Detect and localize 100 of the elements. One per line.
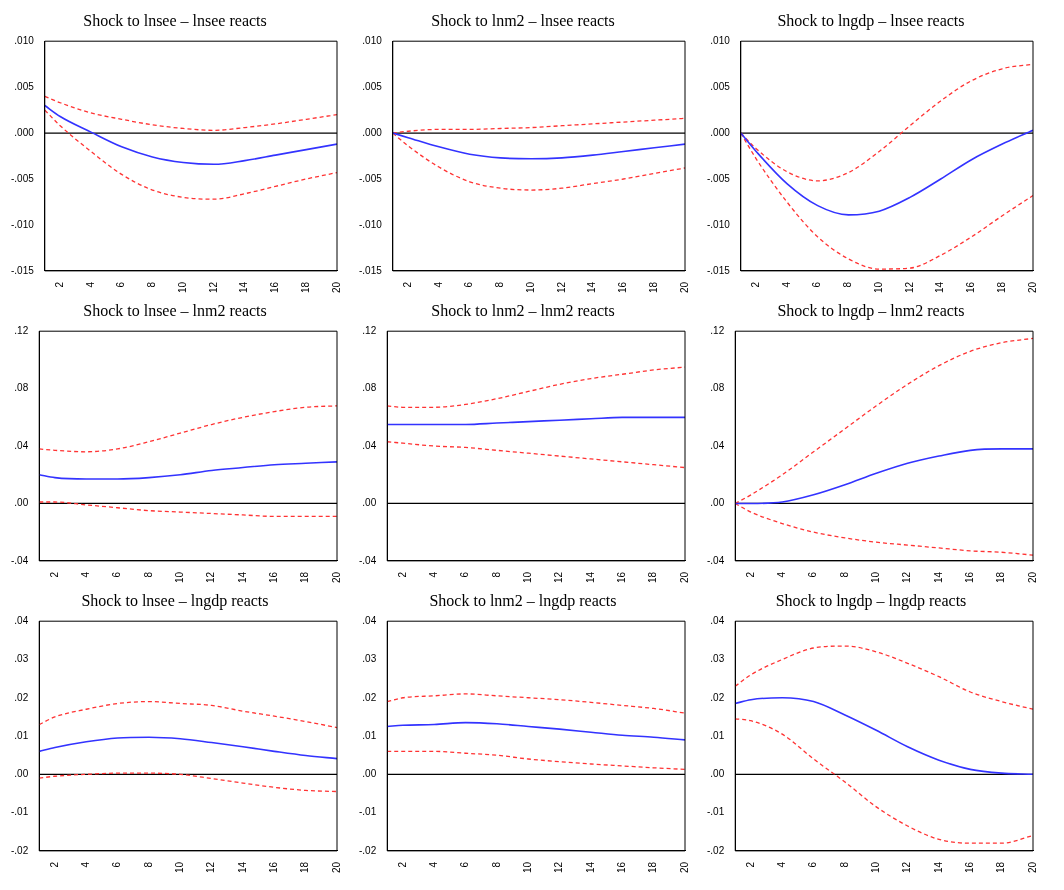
x-tick-label: 16 — [269, 281, 281, 293]
chart-title: Shock to lnm2 – lngdp reacts — [429, 591, 617, 610]
y-tick-label: .01 — [362, 729, 377, 741]
y-tick-label: -.02 — [359, 844, 377, 856]
y-tick-label: .005 — [14, 80, 35, 92]
x-tick-label: 20 — [330, 571, 342, 583]
chart-title: Shock to lngdp – lngdp reacts — [775, 591, 967, 610]
line-series — [740, 129, 1033, 216]
y-tick-label: .04 — [14, 439, 29, 451]
x-tick-label: 20 — [1026, 571, 1038, 583]
x-tick-label: 20 — [1026, 861, 1038, 873]
x-tick-label: 2 — [48, 861, 60, 868]
x-tick-label: 18 — [299, 571, 311, 583]
x-tick-label: 16 — [617, 281, 629, 293]
y-tick-label: .03 — [710, 653, 725, 665]
x-tick-label: 16 — [964, 861, 976, 873]
x-tick-label: 4 — [428, 861, 439, 868]
x-tick-label: 8 — [490, 571, 502, 578]
line-series — [44, 95, 337, 131]
x-tick-label: 12 — [901, 571, 913, 583]
x-tick-label: 12 — [553, 861, 565, 873]
x-tick-label: 12 — [205, 571, 217, 583]
y-tick-label: -.04 — [11, 554, 29, 566]
y-tick-label: .00 — [710, 768, 725, 780]
x-tick-label: 20 — [330, 281, 342, 293]
x-tick-label: 10 — [176, 281, 188, 293]
y-tick-label: .01 — [710, 729, 725, 741]
x-tick-label: 10 — [872, 281, 884, 293]
x-tick-label: 12 — [903, 281, 915, 293]
line-series — [735, 448, 1033, 505]
x-tick-label: 14 — [236, 571, 248, 583]
y-tick-label: .000 — [362, 126, 383, 138]
line-series — [39, 461, 337, 480]
line-series — [735, 718, 1033, 844]
x-tick-label: 12 — [207, 281, 219, 293]
x-tick-label: 18 — [995, 861, 1007, 873]
x-tick-label: 2 — [744, 571, 756, 578]
x-tick-label: 2 — [396, 571, 408, 578]
x-tick-label: 6 — [807, 571, 819, 578]
y-tick-label: .12 — [14, 324, 29, 336]
x-tick-label: 18 — [995, 281, 1007, 293]
y-tick-label: .02 — [362, 691, 377, 703]
line-series — [39, 772, 337, 793]
x-tick-label: 16 — [964, 571, 976, 583]
x-tick-label: 4 — [80, 861, 91, 868]
x-tick-label: 12 — [901, 861, 913, 873]
y-tick-label: .00 — [14, 497, 29, 509]
x-tick-label: 14 — [586, 281, 598, 293]
y-tick-label: .00 — [710, 497, 725, 509]
x-tick-label: 2 — [396, 861, 408, 868]
chart-title: Shock to lnm2 – lnm2 reacts — [431, 301, 615, 319]
line-series — [39, 700, 337, 729]
y-tick-label: -.010 — [359, 218, 383, 230]
x-tick-label: 10 — [870, 861, 882, 873]
x-tick-label: 18 — [299, 861, 311, 873]
x-tick-label: 6 — [463, 281, 475, 288]
x-tick-label: 4 — [80, 571, 91, 578]
x-tick-label: 16 — [616, 861, 628, 873]
y-tick-label: -.01 — [11, 806, 29, 818]
x-tick-label: 6 — [459, 571, 471, 578]
chart-title: Shock to lngdp – lnsee reacts — [777, 11, 965, 30]
y-tick-label: -.01 — [359, 806, 377, 818]
y-tick-label: -.005 — [11, 172, 35, 184]
x-tick-label: 6 — [111, 571, 123, 578]
y-tick-label: -.015 — [359, 264, 383, 276]
line-series — [39, 405, 337, 453]
y-tick-label: -.02 — [11, 844, 29, 856]
line-series — [387, 750, 685, 770]
x-tick-label: 16 — [268, 571, 280, 583]
line-series — [392, 132, 685, 160]
x-tick-label: 20 — [330, 861, 342, 873]
y-tick-label: .03 — [14, 653, 29, 665]
x-tick-label: 2 — [744, 861, 756, 868]
x-tick-label: 14 — [932, 571, 944, 583]
x-tick-label: 6 — [811, 281, 823, 288]
x-tick-label: 6 — [115, 281, 127, 288]
x-tick-label: 8 — [494, 281, 506, 288]
y-tick-label: -.04 — [707, 554, 725, 566]
x-tick-label: 10 — [522, 571, 534, 583]
x-tick-label: 4 — [428, 571, 439, 578]
line-series — [44, 104, 337, 166]
y-tick-label: -.005 — [707, 172, 731, 184]
x-tick-label: 10 — [174, 571, 186, 583]
x-tick-label: 8 — [142, 861, 154, 868]
x-tick-label: 16 — [965, 281, 977, 293]
y-tick-label: .04 — [362, 614, 377, 626]
y-tick-label: .04 — [710, 614, 725, 626]
x-tick-label: 18 — [647, 281, 659, 293]
line-series — [387, 366, 685, 408]
x-tick-label: 20 — [1026, 281, 1038, 293]
x-tick-label: 4 — [432, 281, 444, 288]
y-tick-label: .08 — [14, 382, 29, 394]
x-tick-label: 20 — [678, 571, 690, 583]
y-tick-label: .08 — [362, 382, 377, 394]
x-tick-label: 14 — [238, 281, 250, 293]
y-tick-label: -.010 — [707, 218, 731, 230]
x-tick-label: 8 — [838, 571, 850, 578]
x-tick-label: 18 — [647, 571, 659, 583]
line-series — [39, 736, 337, 760]
chart-title: Shock to lngdp – lnm2 reacts — [777, 301, 965, 320]
